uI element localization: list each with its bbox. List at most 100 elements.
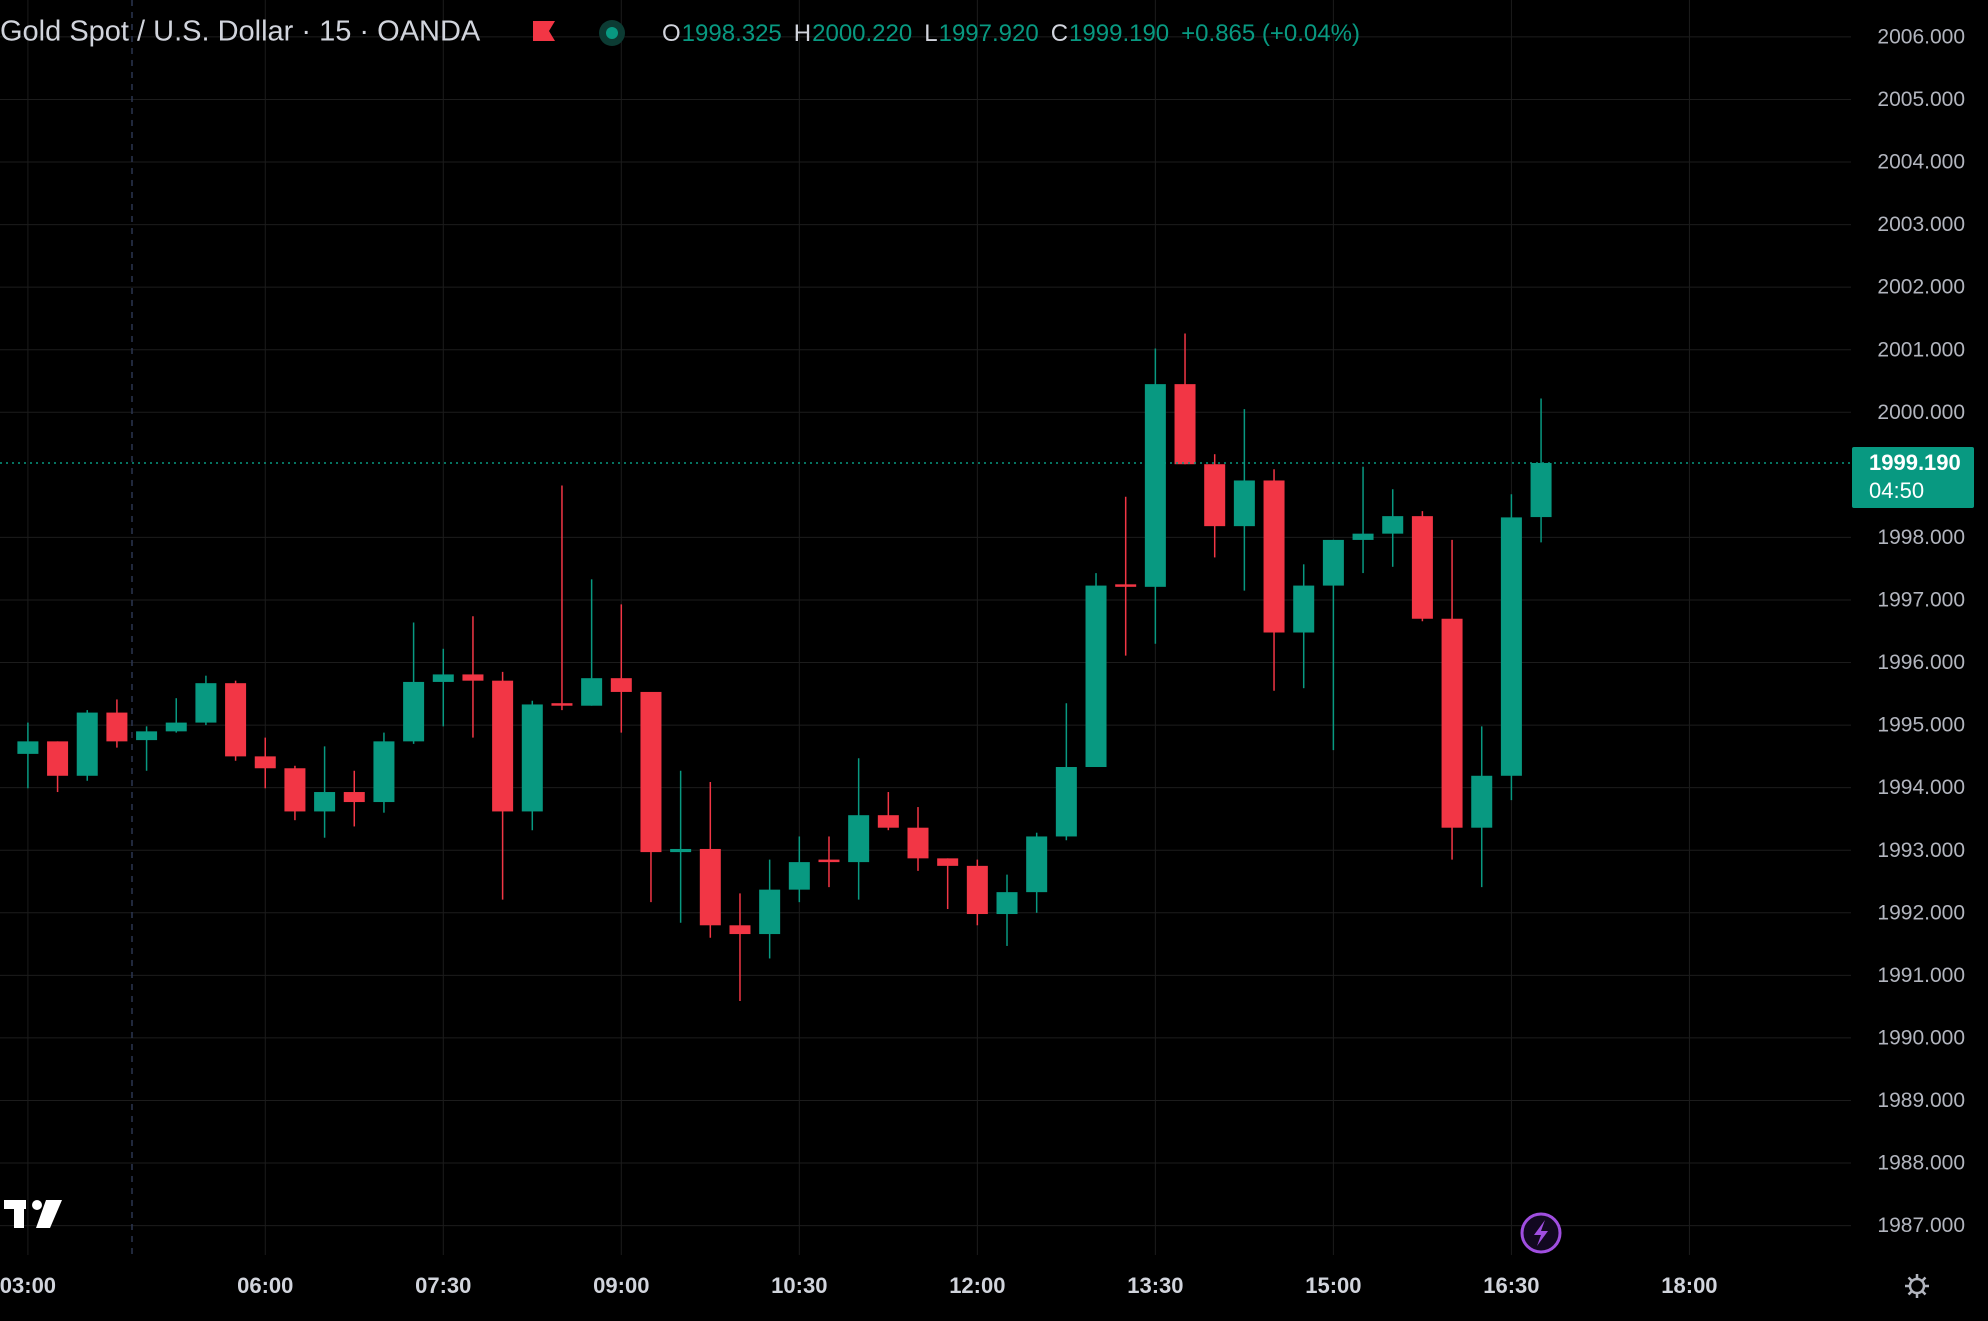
x-tick-label: 13:30 (1127, 1273, 1183, 1298)
candle-body (492, 680, 514, 812)
candle-body (195, 683, 217, 723)
candle-body (47, 741, 69, 776)
y-tick-label: 2003.000 (1877, 213, 1965, 236)
candle-body (699, 848, 721, 926)
ohlc-value: 1997.920 (939, 20, 1039, 47)
candle-body (1530, 462, 1552, 518)
logo (4, 1200, 62, 1228)
candle-body (76, 712, 98, 776)
x-tick-label: 09:00 (593, 1273, 649, 1298)
x-tick-label: 03:00 (0, 1273, 56, 1298)
candle-body (1382, 516, 1404, 534)
price-tag (1852, 446, 1974, 508)
y-tick-label: 1989.000 (1877, 1089, 1965, 1112)
countdown: 04:50 (1869, 478, 1924, 503)
ohlc-change: +0.865 (+0.04%) (1181, 20, 1360, 47)
candle-body (1263, 480, 1285, 633)
y-tick-label: 2004.000 (1877, 151, 1965, 174)
candle-body (996, 892, 1018, 915)
candle-body (1471, 775, 1493, 828)
ohlc-legend: O1998.325 H2000.220 L1997.920 C1999.190 +0.8… (662, 20, 1360, 47)
candle-body (907, 827, 929, 859)
candle-body (17, 741, 39, 754)
candle-body (432, 674, 454, 682)
candles (17, 333, 1552, 1001)
y-tick-label: 1991.000 (1877, 964, 1965, 987)
candle-body (670, 848, 692, 853)
candle-body (373, 741, 395, 803)
candle-body (165, 722, 187, 732)
status-dot (606, 27, 618, 39)
candle-body (1115, 584, 1137, 587)
candle-body (343, 792, 365, 803)
candle-body (1026, 836, 1048, 893)
candle-body (225, 683, 247, 757)
candle-body (877, 815, 899, 828)
candle-body (581, 678, 603, 706)
candle-body (521, 704, 543, 812)
alert-icon[interactable] (1520, 1212, 1562, 1254)
y-tick-label: 1995.000 (1877, 714, 1965, 737)
ohlc-value: 1999.190 (1069, 20, 1169, 47)
grid (0, 0, 1851, 1255)
ohlc-key: C (1051, 20, 1068, 47)
candle-body (848, 815, 870, 863)
y-tick-label: 2005.000 (1877, 88, 1965, 111)
candle-body (403, 681, 425, 742)
candle-body (462, 674, 484, 681)
candle-body (106, 712, 128, 742)
y-tick-label: 1996.000 (1877, 651, 1965, 674)
candle-body (818, 859, 840, 863)
y-tick-label: 1997.000 (1877, 589, 1965, 612)
x-tick-label: 07:30 (415, 1273, 471, 1298)
candle-body (254, 756, 276, 769)
candle-body (314, 792, 336, 812)
candle-body (1411, 516, 1433, 619)
candle-body (1293, 585, 1315, 633)
candle-body (136, 731, 158, 741)
candle-body (1085, 585, 1107, 768)
candle-body (610, 678, 632, 692)
x-tick-label: 16:30 (1483, 1273, 1539, 1298)
y-tick-label: 1992.000 (1877, 901, 1965, 924)
candle-body (759, 889, 781, 935)
y-tick-label: 1987.000 (1877, 1214, 1965, 1237)
chart-title: Gold Spot / U.S. Dollar · 15 · OANDA (0, 16, 481, 48)
y-tick-label: 2000.000 (1877, 401, 1965, 424)
candle-body (788, 862, 810, 890)
y-tick-label: 2006.000 (1877, 25, 1965, 48)
ohlc-key: H (794, 20, 811, 47)
y-tick-label: 2002.000 (1877, 276, 1965, 299)
candle-body (640, 691, 662, 853)
candle-body (937, 858, 959, 866)
y-tick-label: 1990.000 (1877, 1026, 1965, 1049)
candle-body (1144, 384, 1166, 587)
candle-body (1055, 767, 1077, 837)
y-tick-label: 1998.000 (1877, 526, 1965, 549)
x-tick-label: 15:00 (1305, 1273, 1361, 1298)
ohlc-key: L (924, 20, 937, 47)
candle-body (729, 925, 751, 935)
candle-body (966, 865, 988, 915)
settings-icon[interactable] (1905, 1274, 1929, 1298)
candle-body (1233, 480, 1255, 527)
x-tick-label: 06:00 (237, 1273, 293, 1298)
candle-body (1322, 539, 1344, 586)
candle-body (284, 768, 306, 812)
candle-body (551, 703, 573, 706)
ohlc-value: 2000.220 (812, 20, 912, 47)
flag-icon (533, 21, 555, 41)
x-tick-label: 12:00 (949, 1273, 1005, 1298)
ohlc-value: 1998.325 (682, 20, 782, 47)
y-tick-label: 1993.000 (1877, 839, 1965, 862)
candle-body (1500, 517, 1522, 776)
ohlc-key: O (662, 20, 681, 47)
y-tick-label: 2001.000 (1877, 338, 1965, 361)
overlay: 1999.190 04:50 (0, 446, 1974, 508)
x-tick-label: 10:30 (771, 1273, 827, 1298)
x-tick-label: 18:00 (1661, 1273, 1717, 1298)
candle-body (1352, 533, 1374, 540)
candle-body (1174, 384, 1196, 465)
y-tick-label: 1994.000 (1877, 776, 1965, 799)
